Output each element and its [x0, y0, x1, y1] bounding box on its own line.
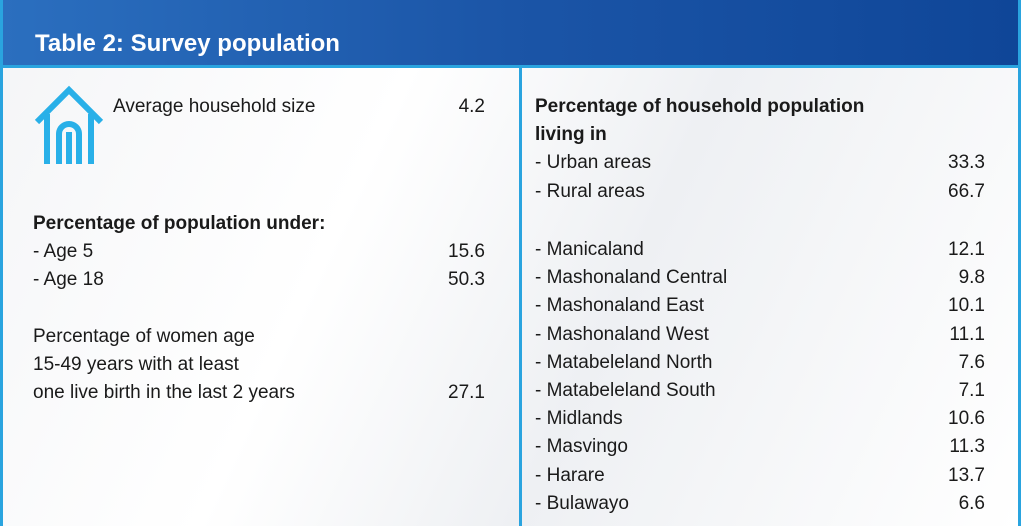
row-label: one live birth in the last 2 years [33, 382, 295, 403]
row-label: - Harare [535, 464, 605, 486]
row-value: 13.7 [948, 464, 985, 486]
row-value: 15.6 [448, 241, 485, 262]
row-label: Percentage of women age [33, 326, 255, 347]
row-label: Average household size [113, 96, 316, 117]
row-value: 50.3 [448, 269, 485, 290]
row-value: 10.6 [948, 408, 985, 430]
row-value: 7.1 [958, 380, 985, 401]
row-value: 9.8 [958, 267, 985, 289]
row-value: 12.1 [948, 239, 985, 260]
section-heading: Percentage of population under: [33, 213, 326, 234]
row-label: - Rural areas [535, 180, 645, 202]
row-label: - Bulawayo [535, 492, 629, 514]
row-value: 27.1 [448, 382, 485, 403]
row-value: 33.3 [948, 152, 985, 173]
row-label: - Mashonaland East [535, 295, 704, 317]
row-label: - Age 5 [33, 241, 94, 262]
row-value: 11.1 [949, 323, 985, 345]
row-value: 7.6 [958, 351, 985, 373]
row-label: - Mashonaland Central [535, 267, 728, 289]
divider [519, 68, 522, 526]
row-value: 4.2 [458, 96, 485, 117]
row-label: - Midlands [535, 408, 623, 430]
row-label: - Matabeleland South [535, 380, 716, 401]
row-label: - Manicaland [535, 239, 644, 260]
row-label: - Masvingo [535, 436, 628, 458]
row-value: 66.7 [948, 180, 985, 202]
row-label: - Urban areas [535, 152, 652, 173]
row-value: 6.6 [958, 492, 985, 514]
section-heading: living in [535, 124, 607, 145]
section-heading: Percentage of household population [535, 96, 865, 117]
row-value: 10.1 [948, 295, 985, 317]
row-label: 15-49 years with at least [33, 354, 239, 375]
title: Table 2: Survey population [35, 30, 340, 57]
header: Table 2: Survey population [3, 0, 1018, 68]
row-label: - Age 18 [33, 269, 104, 290]
row-label: - Matabeleland North [535, 351, 713, 373]
row-value: 11.3 [949, 436, 985, 458]
house-icon [34, 85, 104, 164]
row-label: - Mashonaland West [535, 323, 709, 345]
